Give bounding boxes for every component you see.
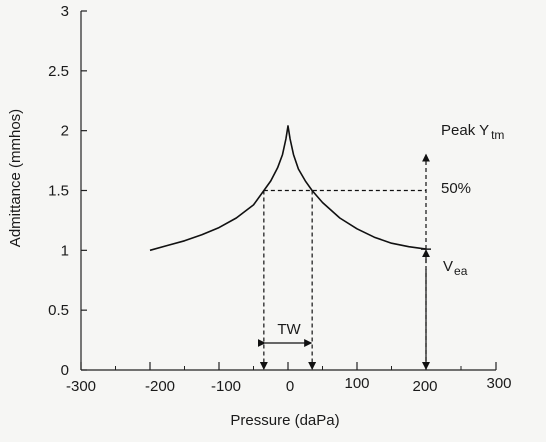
y-tick-label: 2.5 [48, 63, 69, 80]
x-tick-label: 200 [412, 378, 437, 395]
y-tick-label: 3 [61, 3, 69, 20]
half-percent-label: 50% [441, 180, 471, 197]
guide-lines [257, 153, 431, 370]
x-tick-label: -100 [211, 378, 241, 395]
x-tick-label: -300 [66, 378, 96, 395]
y-tick-label: 0 [61, 362, 69, 379]
y-tick-label: 1.5 [48, 183, 69, 200]
peak-ytm-subscript: tm [491, 128, 504, 142]
y-axis-title: Admittance (mmhos) [7, 109, 24, 247]
curve [149, 125, 427, 252]
tw-label: TW [277, 321, 301, 338]
y-tick-label: 1 [61, 242, 69, 259]
tympanogram-curve [149, 125, 427, 252]
x-tick-label: 300 [486, 375, 511, 392]
vea-label: Vea [443, 258, 468, 278]
y-tick-label: 2 [61, 123, 69, 140]
x-tick-label: 100 [344, 375, 369, 392]
x-tick-label: 0 [286, 378, 294, 395]
x-tick-label: -200 [145, 378, 175, 395]
vea-subscript: ea [454, 264, 468, 278]
ticks: 0 0.5 1 1.5 2 2.5 3 -300 -200 -100 0 100 200 300 [48, 3, 511, 395]
y-tick-label: 0.5 [48, 302, 69, 319]
x-axis-title: Pressure (daPa) [230, 412, 339, 429]
